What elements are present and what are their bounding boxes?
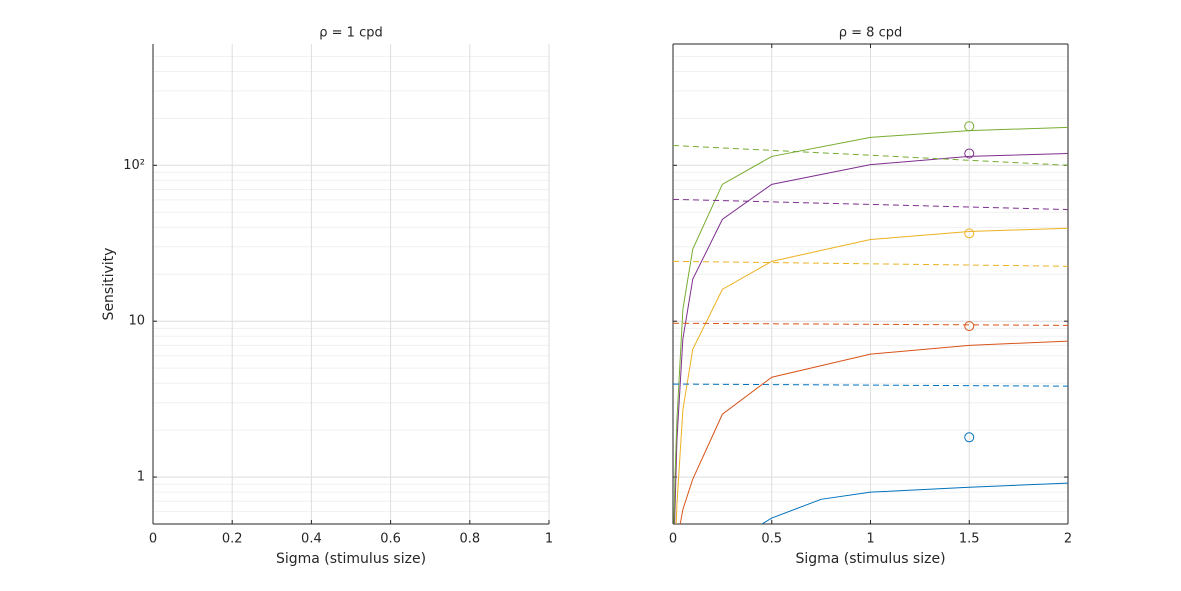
dashed-line [673,383,1068,387]
marker [964,432,975,443]
y-tick-label: 1 [137,470,145,485]
chart-title: ρ = 1 cpd [319,26,382,41]
x-tick-label: 0.2 [222,532,243,547]
x-tick-label: 1 [545,532,553,547]
plot-area [673,121,1068,524]
x-tick-label: 0 [149,532,157,547]
line [673,126,1068,524]
dashed-line [673,260,1068,267]
y-tick-label: 10² [123,158,145,173]
x-tick-label: 0.4 [301,532,322,547]
marker [964,121,975,132]
x-tick-label: 2 [1064,532,1072,547]
y-tick-label: 10 [128,314,145,329]
line [675,227,1068,524]
x-tick-label: 1 [866,532,874,547]
dashed-line [673,198,1068,211]
marker [964,148,975,159]
dashed-line [673,144,1068,166]
marker [964,228,975,239]
marker [964,321,975,332]
x-tick-label: 1.5 [959,532,980,547]
line [679,340,1068,524]
x-tick-label: 0.5 [761,532,782,547]
chart-title: ρ = 8 cpd [839,26,902,41]
line [674,153,1068,524]
x-tick-label: 0.8 [459,532,480,547]
x-axis-label: Sigma (stimulus size) [276,551,426,567]
line [761,482,1068,524]
x-axis-label: Sigma (stimulus size) [795,551,945,567]
y-axis-label: Sensitivity [101,248,117,321]
x-tick-label: 0.6 [380,532,401,547]
x-tick-label: 0 [669,532,677,547]
dashed-line [673,322,1068,326]
